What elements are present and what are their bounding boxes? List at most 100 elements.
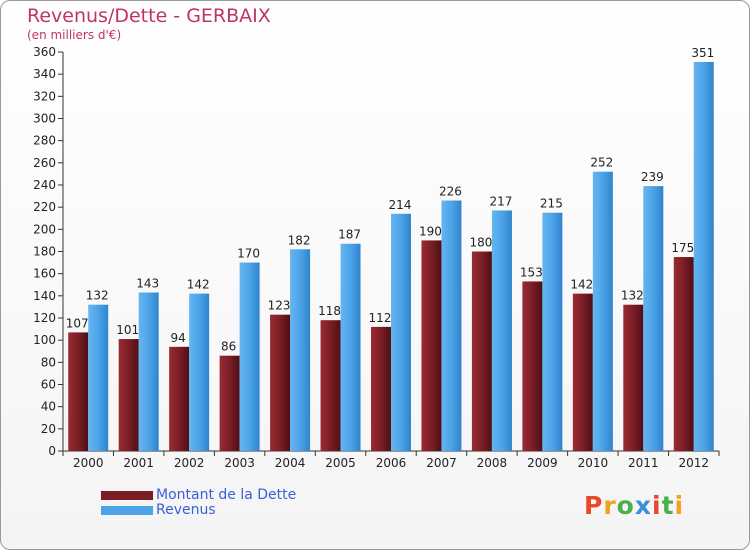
- data-label-revenus: 182: [288, 233, 311, 247]
- y-tick-label: 200: [33, 222, 56, 236]
- x-tick-label: 2006: [376, 456, 407, 470]
- bar-dette: [118, 339, 139, 451]
- bar-revenus: [290, 249, 311, 451]
- data-label-dette: 118: [318, 304, 341, 318]
- y-tick-label: 240: [33, 178, 56, 192]
- x-tick-label: 2001: [123, 456, 154, 470]
- bar-revenus: [138, 292, 159, 451]
- bar-revenus: [340, 243, 361, 451]
- bar-dette: [320, 320, 341, 451]
- logo-letter: i: [652, 491, 662, 520]
- data-label-dette: 175: [671, 241, 694, 255]
- x-tick-label: 2004: [275, 456, 306, 470]
- bar-dette: [371, 326, 391, 451]
- data-label-revenus: 132: [86, 289, 109, 303]
- x-tick-label: 2009: [527, 456, 558, 470]
- data-label-dette: 112: [369, 311, 392, 325]
- legend-label-revenus: Revenus: [156, 502, 216, 518]
- data-label-dette: 101: [116, 323, 139, 337]
- bar-revenus: [643, 186, 664, 451]
- y-tick-label: 220: [33, 200, 56, 214]
- data-label-dette: 94: [171, 331, 186, 345]
- data-label-dette: 132: [621, 289, 644, 303]
- logo-letter: x: [634, 491, 652, 520]
- y-tick-label: 180: [33, 245, 56, 259]
- bar-dette: [270, 314, 291, 451]
- y-tick-label: 280: [33, 134, 56, 148]
- x-tick-label: 2011: [628, 456, 659, 470]
- y-tick-label: 20: [41, 422, 56, 436]
- data-label-dette: 190: [419, 224, 442, 238]
- chart-subtitle: (en milliers d'€): [27, 28, 122, 42]
- logo-letter: o: [616, 491, 635, 520]
- bar-revenus: [592, 171, 613, 451]
- data-label-dette: 142: [570, 278, 593, 292]
- bar-dette: [421, 240, 442, 451]
- y-tick-label: 0: [48, 444, 56, 458]
- x-tick-label: 2007: [426, 456, 457, 470]
- data-label-dette: 86: [221, 340, 236, 354]
- data-label-revenus: 214: [389, 198, 412, 212]
- x-tick-label: 2008: [477, 456, 508, 470]
- logo-letter: P: [584, 491, 604, 520]
- logo-letter: t: [661, 491, 675, 520]
- logo-letter: i: [674, 491, 685, 520]
- y-tick-label: 320: [33, 89, 56, 103]
- y-tick-label: 80: [41, 355, 56, 369]
- legend-swatch-dette: [101, 491, 153, 500]
- bar-revenus: [189, 293, 210, 451]
- bar-dette: [623, 304, 644, 451]
- y-tick-label: 160: [33, 267, 56, 281]
- x-tick-label: 2000: [73, 456, 104, 470]
- data-label-revenus: 142: [187, 278, 210, 292]
- data-label-dette: 180: [469, 236, 492, 250]
- logo-letter: r: [603, 491, 617, 520]
- data-label-revenus: 351: [691, 46, 714, 60]
- proxiti-logo: Proxiti: [584, 491, 684, 520]
- y-tick-label: 120: [33, 311, 56, 325]
- data-label-revenus: 217: [489, 194, 512, 208]
- y-tick-label: 360: [33, 45, 56, 59]
- bar-dette: [219, 355, 240, 451]
- x-tick-label: 2010: [578, 456, 609, 470]
- data-label-dette: 107: [66, 316, 89, 330]
- data-label-revenus: 170: [237, 247, 260, 261]
- x-tick-label: 2005: [325, 456, 356, 470]
- data-label-dette: 153: [520, 265, 543, 279]
- bar-dette: [572, 293, 593, 451]
- bar-dette: [169, 346, 190, 451]
- x-tick-label: 2003: [224, 456, 255, 470]
- y-tick-label: 140: [33, 289, 56, 303]
- y-tick-label: 100: [33, 333, 56, 347]
- legend-swatch-revenus: [101, 506, 153, 515]
- bar-dette: [522, 281, 543, 451]
- bar-dette: [673, 257, 694, 451]
- legend-label-dette: Montant de la Dette: [156, 487, 297, 503]
- data-label-dette: 123: [268, 299, 291, 313]
- bar-dette: [471, 251, 492, 451]
- chart-title: Revenus/Dette - GERBAIX: [27, 5, 271, 27]
- bar-revenus: [542, 212, 563, 451]
- bar-revenus: [491, 210, 512, 451]
- data-label-revenus: 215: [540, 197, 563, 211]
- bar-dette: [68, 332, 89, 451]
- x-tick-label: 2012: [678, 456, 709, 470]
- x-tick-label: 2002: [174, 456, 205, 470]
- y-tick-label: 260: [33, 156, 56, 170]
- data-label-revenus: 143: [136, 277, 159, 291]
- y-tick-label: 300: [33, 112, 56, 126]
- y-tick-label: 40: [41, 400, 56, 414]
- bar-revenus: [88, 304, 109, 451]
- data-label-revenus: 239: [641, 170, 664, 184]
- bar-revenus: [239, 262, 260, 451]
- data-label-revenus: 252: [590, 156, 613, 170]
- data-label-revenus: 226: [439, 185, 462, 199]
- y-tick-label: 60: [41, 378, 56, 392]
- bar-revenus: [441, 200, 462, 451]
- data-label-revenus: 187: [338, 228, 361, 242]
- bar-revenus: [693, 61, 714, 451]
- y-tick-label: 340: [33, 67, 56, 81]
- bar-revenus: [391, 213, 411, 451]
